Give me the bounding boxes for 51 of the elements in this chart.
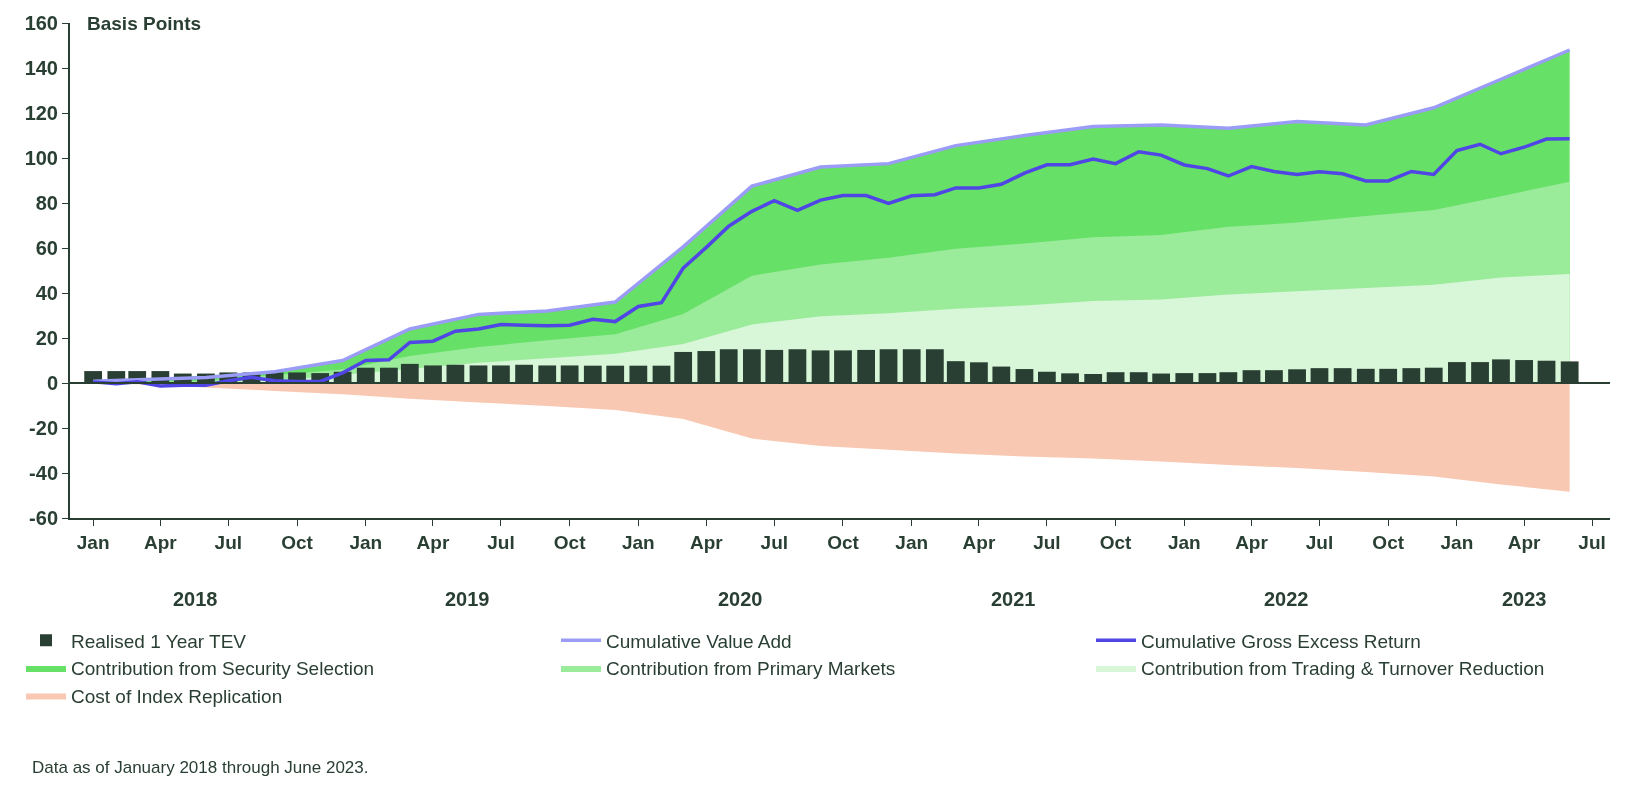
y-tick-label: 40 bbox=[35, 282, 58, 304]
x-tick-label: Jul bbox=[1578, 531, 1606, 553]
text: Data as of January 2018 through June 2023. bbox=[32, 758, 369, 777]
legend-label: Contribution from Primary Markets bbox=[606, 658, 896, 680]
x-tick-label: Apr bbox=[1507, 531, 1542, 553]
text: 2022 bbox=[1264, 588, 1309, 610]
legend-label: Contribution from Security Selection bbox=[71, 658, 375, 680]
x-tick-label: Apr bbox=[962, 531, 996, 553]
x-tick-label: Oct bbox=[1372, 531, 1405, 553]
legend-label: Cost of Index Replication bbox=[71, 685, 283, 707]
legend-label: Cumulative Value Add bbox=[606, 630, 792, 652]
line-series bbox=[91, 136, 1572, 388]
x-tick-label: Jan bbox=[349, 531, 383, 553]
x-tick-label: Jul bbox=[214, 531, 243, 553]
x-tick-label: Oct bbox=[553, 531, 587, 553]
x-tick-label: Jul bbox=[1305, 531, 1334, 553]
text: 2018 bbox=[173, 588, 218, 610]
x-tick-label: Jan bbox=[895, 531, 929, 553]
x-tick-label: Jan bbox=[621, 531, 655, 553]
text: 2021 bbox=[991, 588, 1036, 610]
text: 2023 bbox=[1502, 588, 1547, 610]
text: 2020 bbox=[718, 588, 763, 610]
x-tick-label: Jan bbox=[1167, 531, 1201, 553]
x-tick-label: Oct bbox=[1099, 531, 1133, 553]
legend-label: Contribution from Trading & Turnover Reduction bbox=[1141, 658, 1545, 680]
y-tick-label: -40 bbox=[29, 462, 58, 484]
y-tick-label: 0 bbox=[46, 372, 58, 394]
y-tick-label: -20 bbox=[29, 417, 58, 439]
y-tick-label: 160 bbox=[24, 12, 58, 34]
y-tick-label: 20 bbox=[35, 327, 58, 349]
x-tick-label: Jan bbox=[1440, 531, 1474, 553]
y-tick-label: 80 bbox=[35, 192, 58, 214]
y-tick-label: 120 bbox=[24, 102, 58, 124]
legend-label: Cumulative Gross Excess Return bbox=[1141, 630, 1421, 652]
x-tick-label: Apr bbox=[1235, 531, 1269, 553]
x-tick-label: Apr bbox=[144, 531, 178, 553]
y-tick-label: 60 bbox=[35, 237, 58, 259]
x-tick-label: Apr bbox=[416, 531, 450, 553]
y-tick-label: 100 bbox=[24, 147, 58, 169]
x-tick-label: Oct bbox=[281, 531, 314, 553]
y-tick-label: -60 bbox=[29, 507, 58, 529]
x-tick-label: Oct bbox=[827, 531, 860, 553]
x-tick-label: Jul bbox=[1033, 531, 1061, 553]
legend-label: Realised 1 Year TEV bbox=[71, 630, 247, 652]
x-tick-label: Apr bbox=[689, 531, 724, 553]
x-tick-label: Jan bbox=[76, 531, 110, 553]
y-tick-label: 140 bbox=[24, 57, 58, 79]
text: 2019 bbox=[445, 588, 490, 610]
x-tick-label: Jul bbox=[487, 531, 515, 553]
y-axis-title: Basis Points bbox=[87, 13, 202, 34]
x-tick-label: Jul bbox=[760, 531, 789, 553]
